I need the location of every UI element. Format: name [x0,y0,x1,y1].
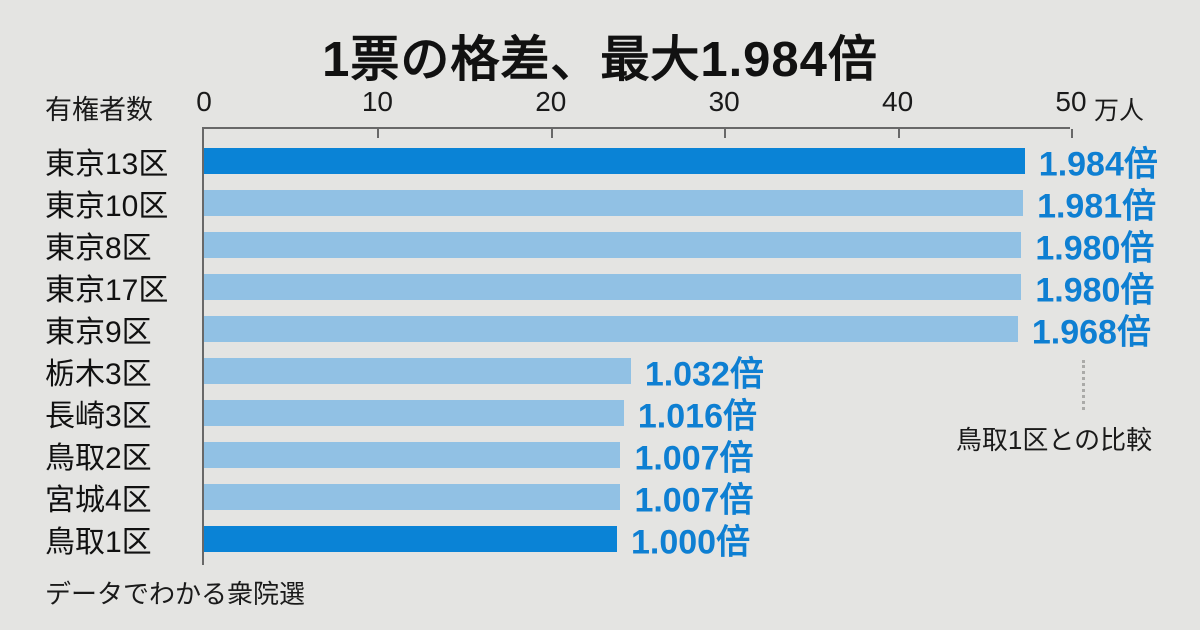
x-tick-mark [1071,129,1073,138]
x-axis-unit: 万人 [1094,97,1145,125]
district-label: 東京9区 [45,316,152,349]
ratio-label: 1.007倍 [634,439,754,478]
x-tick-mark [897,129,900,138]
district-label: 東京10区 [45,190,169,223]
district-label: 東京13区 [45,148,169,181]
district-label: 宮城4区 [45,484,152,517]
ratio-label: 1.032倍 [644,355,764,394]
x-tick-label: 0 [196,86,212,117]
bar-row-長崎3区: 長崎3区 1.016倍 [0,398,1200,436]
bar-row-東京13区: 東京13区 1.984倍 [0,146,1200,184]
x-tick-mark [724,129,727,138]
district-label: 栃木3区 [45,358,152,391]
annotation-dotted-line [1082,360,1085,410]
district-label: 東京17区 [45,274,169,307]
bar-row-栃木3区: 栃木3区 1.032倍 [0,356,1200,394]
voter-count-bar [204,400,624,426]
bar-row-宮城4区: 宮城4区 1.007倍 [0,482,1200,520]
voter-count-bar [204,148,1025,174]
source-note: データでわかる衆院選 [45,579,306,609]
district-label: 長崎3区 [45,400,152,433]
voter-count-bar [204,484,621,510]
x-tick-label: 20 [535,86,567,117]
district-label: 東京8区 [45,232,152,265]
ratio-label: 1.984倍 [1038,145,1158,184]
ratio-label: 1.007倍 [634,481,754,520]
bar-row-鳥取1区: 鳥取1区 1.000倍 [0,524,1200,562]
ratio-label: 1.980倍 [1035,229,1155,268]
bar-row-東京9区: 東京9区 1.968倍 [0,314,1200,352]
district-label: 鳥取1区 [45,526,152,559]
x-axis-line [203,127,1070,129]
x-tick-mark [377,129,380,138]
bar-row-東京10区: 東京10区 1.981倍 [0,188,1200,226]
bar-row-鳥取2区: 鳥取2区 1.007倍 [0,440,1200,478]
ratio-label: 1.968倍 [1031,313,1151,352]
chart-title: 1票の格差、最大1.984倍 [322,33,878,87]
ratio-label: 1.981倍 [1037,187,1157,226]
ratio-label: 1.000倍 [630,523,751,562]
x-tick-label: 30 [708,86,740,117]
bar-row-東京17区: 東京17区 1.980倍 [0,272,1200,310]
x-tick-label: 50 [1055,86,1087,117]
x-tick-mark [550,129,553,138]
x-tick-label: 40 [882,86,914,117]
district-label: 鳥取2区 [45,442,152,475]
voter-count-bar [204,232,1022,258]
voter-count-bar [204,442,621,468]
y-axis-line [202,127,204,565]
voter-count-bar [204,358,631,384]
voter-count-bar [204,526,617,552]
voter-count-bar [204,316,1018,342]
ratio-label: 1.980倍 [1035,271,1155,310]
voter-count-bar [204,190,1024,216]
ratio-label: 1.016倍 [637,397,757,436]
bar-row-東京8区: 東京8区 1.980倍 [0,230,1200,268]
x-tick-label: 10 [361,86,393,117]
annotation-label: 鳥取1区との比較 [955,425,1153,455]
axis-caption: 有権者数 [45,95,153,125]
voter-count-bar [204,274,1022,300]
